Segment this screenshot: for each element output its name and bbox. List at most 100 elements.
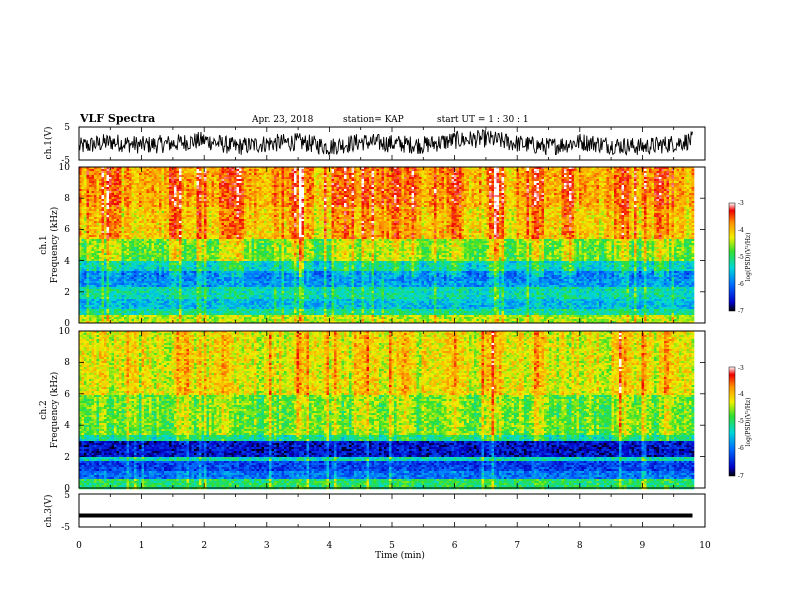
ch1-spectrogram-cell	[114, 181, 117, 183]
ch1-spectrogram-cell	[104, 269, 107, 271]
ch1-spectrogram-cell	[177, 301, 180, 303]
ch1-spectrogram-cell	[127, 177, 130, 179]
ch1-spectrogram-cell	[104, 183, 107, 185]
ch1-spectrogram-cell	[114, 281, 117, 283]
ch1-spectrogram-cell	[169, 197, 172, 199]
ch1-spectrogram-cell	[162, 235, 165, 237]
ch1-spectrogram-cell	[159, 181, 162, 183]
ch1-spectrogram-cell	[137, 207, 140, 209]
ch1-spectrogram-cell	[167, 299, 170, 301]
ch1-spectrogram-cell	[182, 201, 185, 203]
ch1-spectrogram-cell	[92, 317, 95, 319]
ch1-spectrogram-cell	[157, 241, 160, 243]
ch1-spectrogram-cell	[139, 303, 142, 305]
ch1-spectrogram-cell	[99, 309, 102, 311]
ch1-spectrogram-cell	[152, 217, 155, 219]
ch1-spectrogram-cell	[179, 271, 182, 273]
ch1-spectrogram-cell	[139, 203, 142, 205]
ch1-spectrogram-cell	[169, 183, 172, 185]
ch1-spectrogram-cell	[127, 293, 130, 295]
ch1-spectrogram-cell	[94, 175, 97, 177]
ch1-spectrogram-cell	[109, 227, 112, 229]
ch1-spectrogram-cell	[134, 213, 137, 215]
ch1-spectrogram-cell	[129, 281, 132, 283]
ch1-spectrogram-cell	[147, 201, 150, 203]
ch1-spectrogram-cell	[147, 179, 150, 181]
ch1-spectrogram-cell	[142, 179, 145, 181]
ch1-spectrogram-cell	[89, 177, 92, 179]
ch1-spectrogram-cell	[142, 209, 145, 211]
ch1-spectrogram-cell	[194, 235, 197, 237]
ch1-spectrogram-cell	[147, 299, 150, 301]
ch1-spectrogram-cell	[82, 199, 85, 201]
ch1-spectrogram-cell	[107, 225, 110, 227]
ch1-spectrogram-cell	[82, 171, 85, 173]
ch1-spectrogram-cell	[124, 281, 127, 283]
ch1-spectrogram-cell	[167, 243, 170, 245]
ch1-spectrogram-cell	[157, 233, 160, 235]
ch1-spectrogram-cell	[174, 199, 177, 201]
ch1-spectrogram-cell	[114, 261, 117, 263]
ch1-spectrogram-cell	[187, 237, 190, 239]
ch1-spectrogram-cell	[157, 179, 160, 181]
ch1-spectrogram-cell	[109, 271, 112, 273]
ch1-spectrogram-cell	[107, 291, 110, 293]
ch1-spectrogram-cell	[117, 209, 120, 211]
ch1-spectrogram-cell	[84, 179, 87, 181]
ch1-spectrogram-cell	[152, 295, 155, 297]
ch1-spectrogram-cell	[152, 261, 155, 263]
ch1-spectrogram-cell	[127, 301, 130, 303]
ch1-spectrogram-cell	[119, 271, 122, 273]
ch1-spectrogram-cell	[139, 235, 142, 237]
ch1-spectrogram-cell	[182, 191, 185, 193]
ch1-spectrogram-cell	[192, 303, 195, 305]
ch1-spectrogram-cell	[139, 285, 142, 287]
ch1-spectrogram-cell	[167, 203, 170, 205]
ch1-spectrogram-cell	[184, 233, 187, 235]
ch1-spectrogram-cell	[87, 229, 90, 231]
ch1-spectrogram-cell	[82, 265, 85, 267]
ch1-spectrogram-cell	[142, 213, 145, 215]
ch1-spectrogram-cell	[174, 237, 177, 239]
ch1-spectrogram-cell	[129, 235, 132, 237]
ch1-spectrogram-cell	[122, 301, 125, 303]
ch1-spectrogram-cell	[92, 291, 95, 293]
ch1-spectrogram-cell	[87, 189, 90, 191]
ch1-spectrogram-cell	[107, 189, 110, 191]
ch1-spectrogram-cell	[189, 253, 192, 255]
ch1-spectrogram-cell	[169, 225, 172, 227]
ch1-spectrogram-cell	[147, 293, 150, 295]
ch1-spectrogram-cell	[164, 197, 167, 199]
ch1-spectrogram-cell	[194, 199, 197, 201]
ch1-spectrogram-cell	[89, 179, 92, 181]
ch1-spectrogram-cell	[182, 203, 185, 205]
ch1-spectrogram-cell	[144, 205, 147, 207]
ch1-spectrogram-cell	[144, 249, 147, 251]
ch1-spectrogram-cell	[157, 191, 160, 193]
ch1-spectrogram-cell	[92, 185, 95, 187]
ch1-spectrogram-cell	[127, 247, 130, 249]
ch1-spectrogram-cell	[112, 271, 115, 273]
ch1-spectrogram-cell	[162, 199, 165, 201]
ch1-spectrogram-cell	[82, 193, 85, 195]
ch1-spectrogram-cell	[172, 207, 175, 209]
ch1-spectrogram-cell	[122, 303, 125, 305]
ch1-spectrogram-cell	[137, 261, 140, 263]
ch1-spectrogram-cell	[154, 301, 157, 303]
ch1-spectrogram-cell	[104, 315, 107, 317]
ch1-spectrogram-cell	[192, 235, 195, 237]
ch1-spectrogram-cell	[147, 219, 150, 221]
ch1-spectrogram-cell	[152, 211, 155, 213]
ch1-spectrogram-cell	[109, 233, 112, 235]
ch1-spectrogram-cell	[97, 247, 100, 249]
ch1-spectrogram-cell	[152, 271, 155, 273]
ch1-spectrogram-cell	[157, 279, 160, 281]
ch1-spectrogram-cell	[129, 211, 132, 213]
ch1-spectrogram-cell	[127, 317, 130, 319]
ch1-spectrogram-cell	[129, 283, 132, 285]
ch1-spectrogram-cell	[169, 175, 172, 177]
ch1-spectrogram-cell	[172, 237, 175, 239]
ch1-spectrogram-cell	[189, 293, 192, 295]
ch1-spectrogram-cell	[194, 243, 197, 245]
ch1-spectrogram-cell	[107, 215, 110, 217]
